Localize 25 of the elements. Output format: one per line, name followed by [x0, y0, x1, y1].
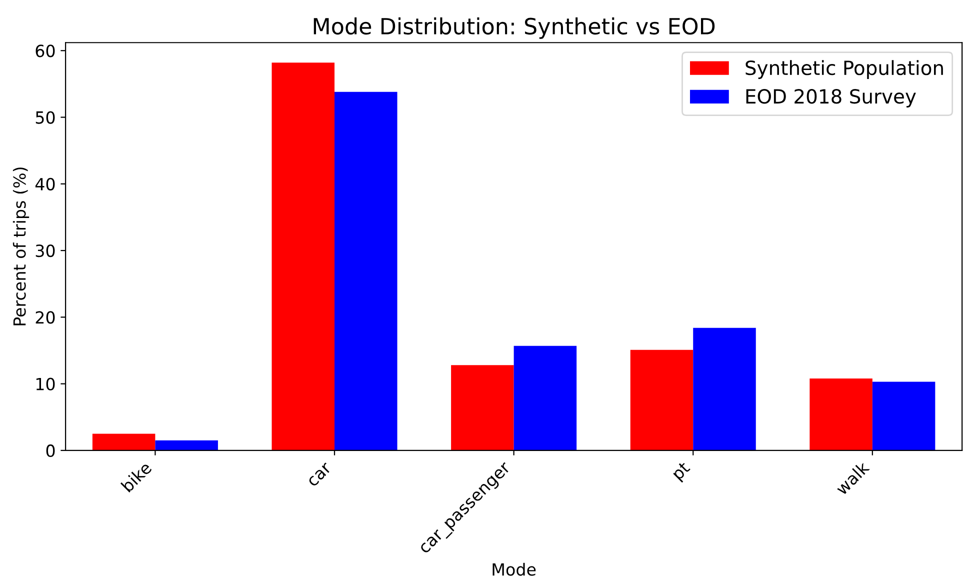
bar	[272, 62, 335, 450]
bar	[334, 92, 398, 450]
legend-label: EOD 2018 Survey	[746, 89, 916, 108]
y-axis-title: Percent of trips (%)	[12, 168, 30, 326]
bar	[872, 382, 936, 450]
y-tick-label: 60	[36, 44, 55, 58]
chart-title: Mode Distribution: Synthetic vs EOD	[314, 17, 715, 39]
bar	[810, 378, 872, 450]
x-axis-title: Mode	[492, 562, 536, 576]
y-tick-label: 40	[35, 178, 55, 190]
x-tick-label: pt	[671, 461, 693, 483]
y-tick-label: 50	[36, 111, 55, 124]
y-tick-label: 20	[36, 311, 55, 324]
bar	[630, 350, 694, 450]
x-tick-label: bike	[120, 460, 152, 493]
bar	[155, 440, 218, 450]
legend-label: Synthetic Population	[746, 60, 943, 79]
bar	[451, 365, 514, 450]
y-tick-label: 30	[36, 244, 55, 258]
bar	[514, 346, 577, 450]
bar	[693, 328, 756, 450]
bar	[92, 434, 156, 450]
y-tick-label: 10	[36, 378, 55, 390]
x-tick-label: car	[308, 462, 332, 488]
y-tick-label: 0	[46, 444, 55, 457]
